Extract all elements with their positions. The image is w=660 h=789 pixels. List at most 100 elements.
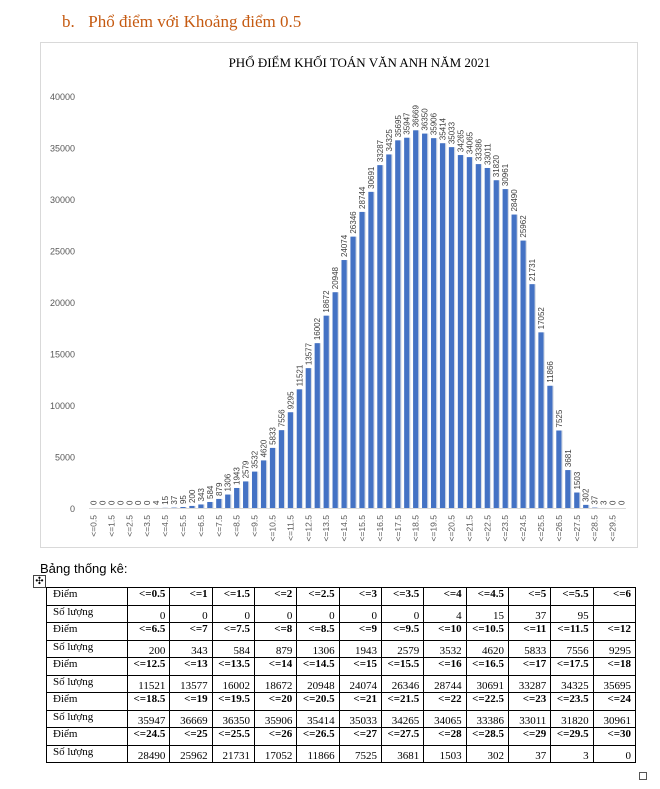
count-cell[interactable]: 15 xyxy=(465,604,509,623)
score-cell[interactable]: <=11.5 xyxy=(550,622,594,641)
score-cell[interactable]: <=19 xyxy=(169,692,213,711)
score-cell[interactable]: <=7.5 xyxy=(211,622,255,641)
score-cell[interactable]: <=23.5 xyxy=(550,692,594,711)
count-cell[interactable]: 7525 xyxy=(338,744,382,763)
score-cell[interactable]: <=28.5 xyxy=(465,727,509,746)
count-cell[interactable]: 35947 xyxy=(126,709,171,728)
count-cell[interactable]: 28490 xyxy=(126,744,171,763)
score-cell[interactable]: <=9.5 xyxy=(380,622,425,641)
count-cell[interactable]: 33287 xyxy=(507,674,552,693)
score-cell[interactable]: <=11 xyxy=(507,622,552,641)
score-cell[interactable]: <=24 xyxy=(592,692,637,711)
count-cell[interactable]: 0 xyxy=(592,744,637,763)
score-cell[interactable]: <=29.5 xyxy=(550,727,594,746)
count-cell[interactable]: 0 xyxy=(253,604,298,623)
count-cell[interactable]: 20948 xyxy=(296,674,340,693)
score-cell[interactable]: <=15.5 xyxy=(380,657,425,676)
score-cell[interactable]: <=27 xyxy=(338,727,382,746)
score-cell[interactable]: <=25.5 xyxy=(211,727,255,746)
score-cell[interactable]: <=8.5 xyxy=(296,622,340,641)
count-cell[interactable]: 1943 xyxy=(338,639,382,658)
score-cell[interactable]: <=2 xyxy=(253,587,298,606)
count-cell[interactable] xyxy=(592,604,637,623)
score-cell[interactable]: <=26.5 xyxy=(296,727,340,746)
count-cell[interactable]: 26346 xyxy=(380,674,425,693)
count-cell[interactable]: 31820 xyxy=(550,709,594,728)
score-cell[interactable]: <=1.5 xyxy=(211,587,255,606)
count-cell[interactable]: 34265 xyxy=(380,709,425,728)
score-cell[interactable]: <=5 xyxy=(507,587,552,606)
count-cell[interactable]: 36669 xyxy=(169,709,213,728)
count-cell[interactable]: 302 xyxy=(465,744,509,763)
count-cell[interactable]: 0 xyxy=(169,604,213,623)
count-cell[interactable]: 3 xyxy=(550,744,594,763)
count-cell[interactable]: 35695 xyxy=(592,674,637,693)
score-cell[interactable]: <=3.5 xyxy=(380,587,425,606)
table-move-icon[interactable]: ✣ xyxy=(33,575,46,588)
score-cell[interactable]: <=17.5 xyxy=(550,657,594,676)
count-cell[interactable]: 35906 xyxy=(253,709,298,728)
count-cell[interactable]: 34325 xyxy=(550,674,594,693)
count-cell[interactable]: 5833 xyxy=(507,639,552,658)
count-cell[interactable]: 200 xyxy=(126,639,171,658)
score-cell[interactable]: <=14.5 xyxy=(296,657,340,676)
count-cell[interactable]: 24074 xyxy=(338,674,382,693)
count-cell[interactable]: 25962 xyxy=(169,744,213,763)
score-cell[interactable]: <=17 xyxy=(507,657,552,676)
count-cell[interactable]: 30691 xyxy=(465,674,509,693)
count-cell[interactable]: 35033 xyxy=(338,709,382,728)
count-cell[interactable]: 33011 xyxy=(507,709,552,728)
score-cell[interactable]: <=14 xyxy=(253,657,298,676)
score-cell[interactable]: <=12 xyxy=(592,622,637,641)
score-cell[interactable]: <=10 xyxy=(423,622,467,641)
count-cell[interactable]: 11866 xyxy=(296,744,340,763)
count-cell[interactable]: 28744 xyxy=(423,674,467,693)
count-cell[interactable]: 37 xyxy=(507,604,552,623)
score-cell[interactable]: <=23 xyxy=(507,692,552,711)
score-cell[interactable]: <=20 xyxy=(253,692,298,711)
count-cell[interactable]: 16002 xyxy=(211,674,255,693)
score-cell[interactable]: <=13 xyxy=(169,657,213,676)
count-cell[interactable]: 11521 xyxy=(126,674,171,693)
count-cell[interactable]: 35414 xyxy=(296,709,340,728)
score-cell[interactable]: <=4 xyxy=(423,587,467,606)
count-cell[interactable]: 34065 xyxy=(423,709,467,728)
count-cell[interactable]: 584 xyxy=(211,639,255,658)
score-cell[interactable]: <=19.5 xyxy=(211,692,255,711)
count-cell[interactable]: 21731 xyxy=(211,744,255,763)
score-cell[interactable]: <=6 xyxy=(592,587,637,606)
count-cell[interactable]: 0 xyxy=(126,604,171,623)
score-cell[interactable]: <=1 xyxy=(169,587,213,606)
score-cell[interactable]: <=13.5 xyxy=(211,657,255,676)
score-cell[interactable]: <=2.5 xyxy=(296,587,340,606)
count-cell[interactable]: 36350 xyxy=(211,709,255,728)
score-cell[interactable]: <=21.5 xyxy=(380,692,425,711)
count-cell[interactable]: 0 xyxy=(380,604,425,623)
score-cell[interactable]: <=24.5 xyxy=(126,727,171,746)
count-cell[interactable]: 3532 xyxy=(423,639,467,658)
score-cell[interactable]: <=18 xyxy=(592,657,637,676)
chart-container[interactable]: PHỔ ĐIỂM KHỐI TOÁN VĂN ANH NĂM 2021 0 5000… xyxy=(40,42,638,548)
score-cell[interactable]: <=6.5 xyxy=(126,622,171,641)
score-cell[interactable]: <=0.5 xyxy=(126,587,171,606)
count-cell[interactable]: 9295 xyxy=(592,639,637,658)
count-cell[interactable]: 30961 xyxy=(592,709,637,728)
count-cell[interactable]: 33386 xyxy=(465,709,509,728)
score-cell[interactable]: <=26 xyxy=(253,727,298,746)
count-cell[interactable]: 18672 xyxy=(253,674,298,693)
count-cell[interactable]: 7556 xyxy=(550,639,594,658)
count-cell[interactable]: 879 xyxy=(253,639,298,658)
score-cell[interactable]: <=10.5 xyxy=(465,622,509,641)
score-cell[interactable]: <=29 xyxy=(507,727,552,746)
score-cell[interactable]: <=12.5 xyxy=(126,657,171,676)
count-cell[interactable]: 2579 xyxy=(380,639,425,658)
score-cell[interactable]: <=7 xyxy=(169,622,213,641)
count-cell[interactable]: 343 xyxy=(169,639,213,658)
count-cell[interactable]: 1503 xyxy=(423,744,467,763)
score-cell[interactable]: <=22 xyxy=(423,692,467,711)
score-cell[interactable]: <=3 xyxy=(338,587,382,606)
score-cell[interactable]: <=16.5 xyxy=(465,657,509,676)
count-cell[interactable]: 13577 xyxy=(169,674,213,693)
score-cell[interactable]: <=9 xyxy=(338,622,382,641)
count-cell[interactable]: 17052 xyxy=(253,744,298,763)
